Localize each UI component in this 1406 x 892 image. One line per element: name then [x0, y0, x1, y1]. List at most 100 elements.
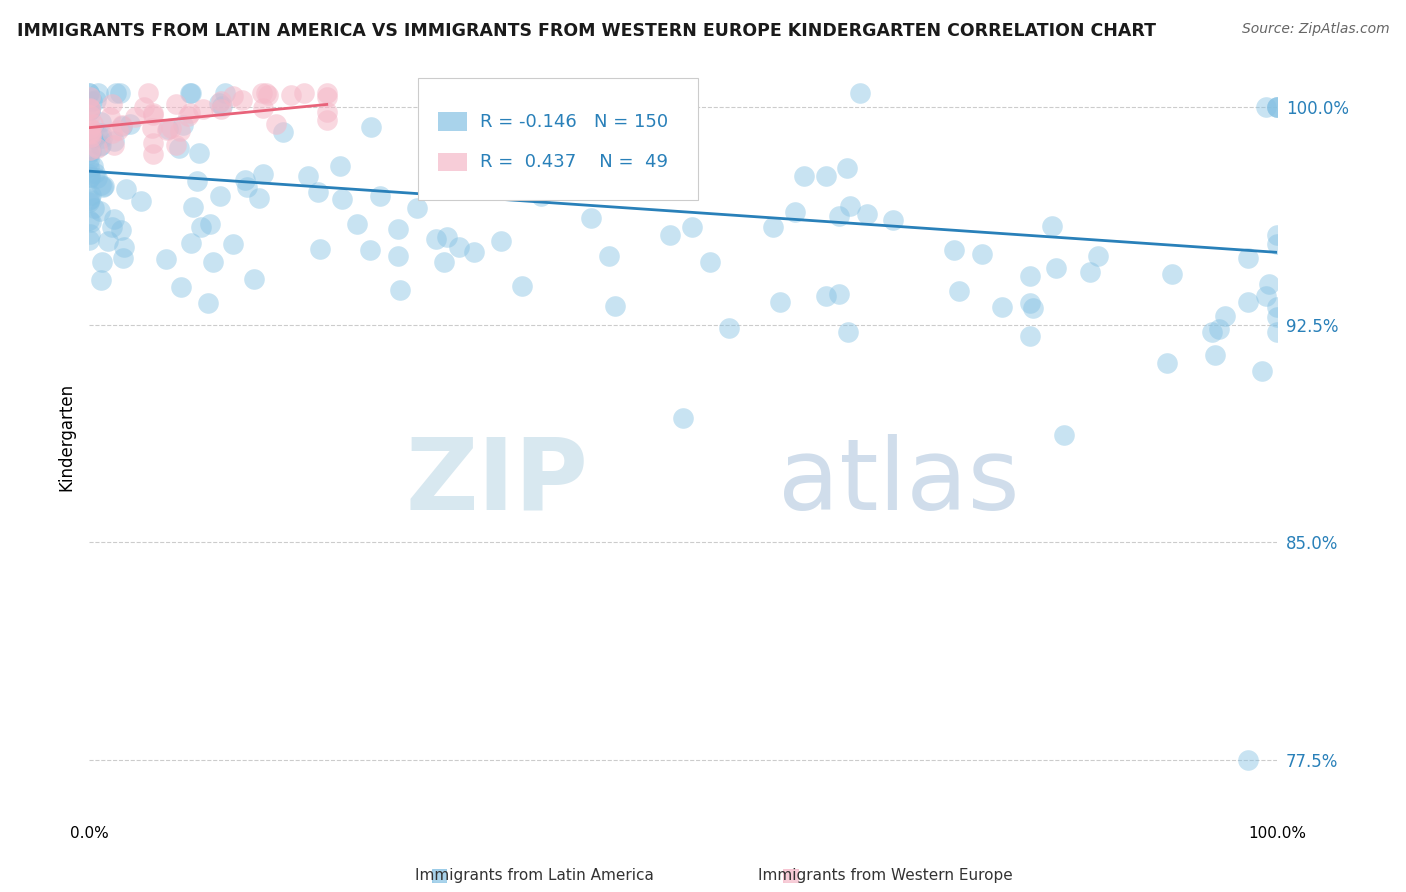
Point: [292, 86, 315, 100]
Point: [136, 86, 159, 100]
Point: [297, 169, 319, 184]
Point: [309, 242, 332, 256]
Point: [1078, 265, 1101, 279]
Point: [177, 109, 200, 123]
Point: [254, 86, 277, 100]
Point: [250, 86, 273, 100]
Point: [1045, 261, 1067, 276]
Point: [828, 287, 851, 301]
Point: [180, 86, 202, 100]
Point: [101, 126, 124, 140]
Point: [315, 86, 337, 100]
Point: [1213, 309, 1236, 323]
Point: [1087, 249, 1109, 263]
Point: [681, 220, 703, 235]
Point: [315, 104, 337, 119]
Point: [1237, 251, 1260, 265]
Point: [211, 98, 233, 112]
Point: [849, 86, 872, 100]
Point: [202, 255, 225, 269]
Point: [86, 128, 108, 142]
Point: [79, 128, 101, 143]
Text: IMMIGRANTS FROM LATIN AMERICA VS IMMIGRANTS FROM WESTERN EUROPE KINDERGARTEN COR: IMMIGRANTS FROM LATIN AMERICA VS IMMIGRA…: [17, 22, 1156, 40]
Point: [115, 182, 138, 196]
Point: [82, 118, 104, 132]
Text: R =  0.437    N =  49: R = 0.437 N = 49: [479, 153, 668, 171]
Point: [79, 170, 101, 185]
Point: [79, 126, 101, 140]
Point: [90, 178, 112, 193]
Point: [197, 296, 219, 310]
Point: [1040, 219, 1063, 233]
Point: [172, 118, 194, 132]
Point: [193, 102, 215, 116]
Point: [91, 255, 114, 269]
Point: [129, 194, 152, 208]
Point: [190, 220, 212, 235]
Point: [165, 137, 187, 152]
Point: [80, 187, 103, 202]
Point: [89, 139, 111, 153]
FancyBboxPatch shape: [418, 78, 697, 200]
FancyBboxPatch shape: [439, 153, 467, 171]
Point: [512, 278, 534, 293]
Point: [110, 86, 132, 100]
Point: [142, 136, 165, 150]
Point: [120, 118, 142, 132]
Point: [329, 159, 352, 173]
Point: [815, 169, 838, 184]
Point: [837, 326, 859, 340]
Point: [447, 240, 470, 254]
Point: [86, 86, 108, 100]
Point: [1208, 322, 1230, 336]
Point: [209, 188, 232, 202]
Point: [1258, 277, 1281, 291]
Point: [208, 95, 231, 110]
Point: [82, 159, 104, 173]
Point: [699, 255, 721, 269]
Point: [79, 143, 101, 157]
Point: [77, 146, 100, 161]
Point: [257, 88, 280, 103]
Point: [103, 134, 125, 148]
Point: [658, 227, 681, 242]
Point: [814, 289, 837, 303]
Point: [1022, 301, 1045, 316]
Point: [142, 108, 165, 122]
Point: [360, 120, 382, 135]
Point: [1254, 100, 1277, 114]
Point: [84, 93, 107, 107]
Point: [252, 102, 274, 116]
Point: [79, 121, 101, 136]
Point: [1267, 227, 1289, 242]
Point: [77, 195, 100, 210]
Point: [79, 170, 101, 185]
Point: [243, 272, 266, 286]
Point: [991, 301, 1014, 315]
Point: [77, 86, 100, 100]
Point: [214, 86, 236, 100]
Point: [718, 321, 741, 335]
Point: [315, 112, 337, 127]
Point: [882, 213, 904, 227]
Point: [856, 207, 879, 221]
Point: [188, 145, 211, 160]
Point: [762, 220, 785, 235]
Point: [79, 108, 101, 122]
Point: [79, 102, 101, 116]
Point: [111, 251, 134, 265]
Point: [80, 129, 103, 144]
Point: [80, 127, 103, 141]
Point: [132, 100, 155, 114]
Point: [77, 153, 100, 167]
Point: [198, 218, 221, 232]
Point: [1156, 356, 1178, 370]
Point: [1251, 364, 1274, 378]
Point: [252, 167, 274, 181]
Point: [209, 103, 232, 117]
Point: [547, 164, 569, 178]
Point: [491, 235, 513, 249]
Text: Immigrants from Western Europe: Immigrants from Western Europe: [758, 869, 1014, 883]
Point: [389, 284, 412, 298]
Point: [180, 235, 202, 250]
